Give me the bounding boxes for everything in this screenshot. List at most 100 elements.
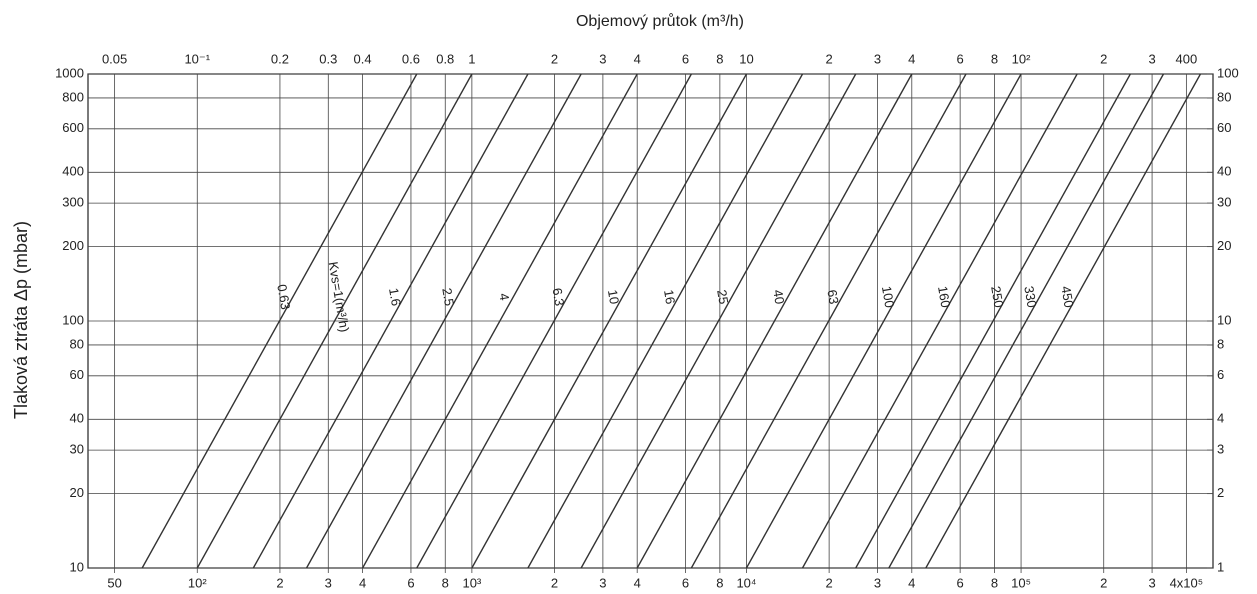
y2-tick-label: 6 (1217, 367, 1224, 382)
kv-line (888, 74, 1165, 568)
x-tick-label: 3 (325, 575, 332, 590)
kv-label: 330 (1021, 285, 1039, 309)
x2-tick-label: 2 (826, 51, 833, 66)
kv-label: 6.3 (550, 287, 568, 307)
kv-line (745, 74, 1022, 568)
x2-tick-label: 0.4 (354, 51, 372, 66)
x2-tick-label: 4 (634, 51, 641, 66)
kv-label: 450 (1058, 285, 1076, 309)
kv-label: 1.6 (386, 287, 404, 307)
x-tick-label: 8 (716, 575, 723, 590)
y2-tick-label: 40 (1217, 164, 1231, 179)
x2-tick-label: 0.2 (271, 51, 289, 66)
x-tick-label: 8 (991, 575, 998, 590)
x2-tick-label: 1 (468, 51, 475, 66)
kv-label: 10 (605, 289, 622, 306)
x-tick-label: 3 (1148, 575, 1155, 590)
x-tick-label: 6 (407, 575, 414, 590)
y-tick-label: 80 (70, 336, 84, 351)
y-tick-label: 300 (62, 195, 84, 210)
x2-tick-label: 2 (551, 51, 558, 66)
kv-label: 0.63 (274, 283, 293, 310)
y-tick-label: 100 (62, 312, 84, 327)
kv-line (636, 74, 913, 568)
y2-tick-label: 4 (1217, 411, 1224, 426)
kv-line (801, 74, 1078, 568)
y-tick-label: 200 (62, 238, 84, 253)
x-tick-label: 4 (908, 575, 915, 590)
kv-label: 25 (714, 289, 731, 306)
x2-tick-label: 0.05 (102, 51, 127, 66)
x2-tick-label: 8 (991, 51, 998, 66)
kv-label: 100 (879, 285, 897, 309)
x2-tick-label: 0.8 (436, 51, 454, 66)
x-tick-label: 10² (188, 575, 207, 590)
y-axis-title: Tlaková ztráta Δp (mbar) (11, 221, 31, 419)
x2-tick-label: 0.6 (402, 51, 420, 66)
x-tick-label: 10⁴ (736, 575, 756, 590)
x-tick-label: 50 (107, 575, 121, 590)
kv-line (305, 74, 582, 568)
x2-tick-label: 3 (1148, 51, 1155, 66)
kv-line (527, 74, 804, 568)
kv-label: 63 (824, 289, 841, 306)
y2-tick-label: 30 (1217, 195, 1231, 210)
y-tick-label: 400 (62, 164, 84, 179)
x-tick-label: 6 (957, 575, 964, 590)
x2-tick-label: 10 (739, 51, 753, 66)
y-tick-label: 60 (70, 367, 84, 382)
x-tick-label: 4x10⁵ (1170, 575, 1204, 590)
kv-line (471, 74, 748, 568)
y2-tick-label: 2 (1217, 485, 1224, 500)
x-tick-label: 10⁵ (1011, 575, 1031, 590)
x-tick-label: 2 (1100, 575, 1107, 590)
x2-tick-label: 10⁻¹ (184, 51, 210, 66)
x-tick-label: 2 (826, 575, 833, 590)
kv-label: 160 (935, 285, 953, 309)
x-tick-label: 10³ (462, 575, 481, 590)
x-tick-label: 4 (359, 575, 366, 590)
kv-label: 250 (988, 285, 1006, 309)
kv-line (580, 74, 857, 568)
y2-tick-label: 3 (1217, 442, 1224, 457)
kv-line (690, 74, 967, 568)
y-tick-label: 800 (62, 89, 84, 104)
kv-line (925, 74, 1202, 568)
y2-tick-label: 80 (1217, 89, 1231, 104)
x-tick-label: 3 (599, 575, 606, 590)
x2-tick-label: 4 (908, 51, 915, 66)
y-tick-label: 10 (70, 559, 84, 574)
kv-label: 40 (770, 289, 787, 306)
x-tick-label: 8 (442, 575, 449, 590)
y-tick-label: 40 (70, 411, 84, 426)
kv-label: 16 (661, 289, 678, 306)
y2-tick-label: 60 (1217, 120, 1231, 135)
kv-line (196, 74, 473, 568)
kv-line (252, 74, 529, 568)
x2-tick-label: 6 (957, 51, 964, 66)
y2-tick-label: 8 (1217, 336, 1224, 351)
kv-line (416, 74, 692, 568)
y2-tick-label: 1 (1217, 559, 1224, 574)
x2-tick-label: 3 (599, 51, 606, 66)
y2-tick-label: 20 (1217, 238, 1231, 253)
y-tick-label: 30 (70, 442, 84, 457)
x2-tick-label: 10² (1012, 51, 1031, 66)
kv-label: 4 (496, 292, 512, 302)
kv-line (855, 74, 1131, 568)
y-tick-label: 1000 (55, 65, 84, 80)
x2-tick-label: 6 (682, 51, 689, 66)
chart-title: Objemový průtok (m³/h) (576, 12, 744, 30)
y2-tick-label: 100 (1217, 65, 1239, 80)
x-tick-label: 2 (276, 575, 283, 590)
x2-tick-label: 2 (1100, 51, 1107, 66)
x-tick-label: 2 (551, 575, 558, 590)
y-tick-label: 600 (62, 120, 84, 135)
x2-tick-label: 0.3 (319, 51, 337, 66)
x2-tick-label: 400 (1176, 51, 1198, 66)
x2-tick-label: 8 (716, 51, 723, 66)
y2-tick-label: 10 (1217, 312, 1231, 327)
kv-line (361, 74, 638, 568)
kv-line (141, 74, 418, 568)
